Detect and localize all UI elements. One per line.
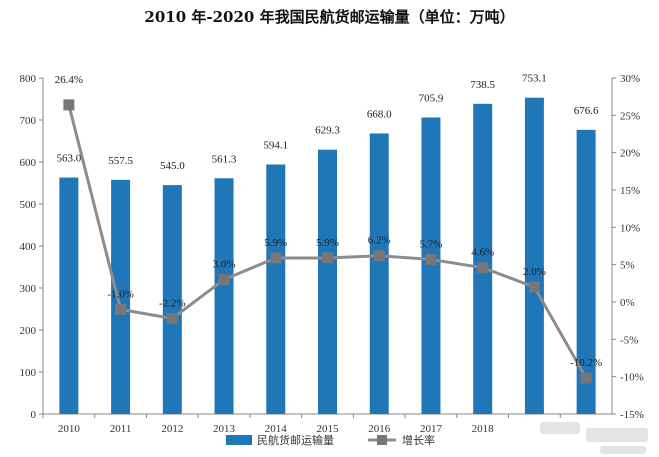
x-tick-label: 2010: [58, 423, 81, 435]
growth-marker: [218, 274, 230, 286]
x-tick-label: 2014: [265, 423, 288, 435]
bar-value-label: 738.5: [470, 79, 495, 91]
growth-marker: [373, 250, 385, 262]
y-left-tick-label: 400: [20, 241, 37, 253]
y-right-tick-label: -10%: [620, 372, 644, 384]
x-tick-label: 2013: [213, 423, 236, 435]
growth-value-label: 5.9%: [316, 237, 339, 249]
chart-title: 2010 年-2020 年我国民航货邮运输量（单位：万吨）: [144, 8, 515, 26]
bar: [162, 185, 182, 414]
growth-marker: [528, 281, 540, 293]
watermark: [540, 422, 648, 454]
growth-marker: [270, 252, 282, 264]
growth-marker: [425, 253, 437, 265]
bar-value-label: 705.9: [419, 93, 444, 105]
growth-value-label: -2.2%: [159, 297, 186, 309]
bar-series: [59, 97, 596, 414]
growth-marker: [115, 303, 127, 315]
watermark-blur: [540, 422, 580, 434]
growth-value-label: -10.2%: [570, 357, 602, 369]
y-right-tick-label: 20%: [620, 148, 640, 160]
y-right-tick-label: 5%: [620, 260, 635, 272]
y-left-tick-label: 200: [20, 325, 37, 337]
x-tick-label: 2017: [420, 423, 443, 435]
growth-value-label: 6.2%: [368, 235, 391, 247]
y-left-tick-label: 300: [20, 283, 37, 295]
x-tick-labels: 2010 2011 2012 2013 2014 2015 2016 2017 2018: [42, 414, 561, 435]
bar: [369, 133, 389, 414]
bar: [111, 179, 131, 414]
bar-value-label: 594.1: [263, 139, 288, 151]
x-tick-label: 2011: [110, 423, 132, 435]
bar: [318, 149, 337, 414]
legend: 民航货邮运输量 增长率: [226, 433, 435, 447]
bar-value-label: 545.0: [160, 160, 185, 172]
growth-value-label: 26.4%: [55, 74, 83, 86]
y-left-tick-label: 600: [20, 157, 37, 169]
watermark-blur: [600, 446, 646, 454]
bar: [524, 97, 544, 414]
bar-value-label: 563.0: [56, 153, 81, 165]
axes: 0 100 200 300 400 500 600 700 800 -15% -10% -5% 0% 5%…: [20, 73, 644, 421]
legend-label-bar: 民航货邮运输量: [257, 433, 334, 447]
growth-value-label: -1.0%: [107, 288, 134, 300]
watermark-blur: [586, 428, 648, 442]
bar-data-labels: 563.0 557.5 545.0 561.3 594.1 629.3 668.0 705.9…: [56, 73, 599, 172]
y-right-tick-label: 10%: [620, 222, 640, 234]
growth-marker: [166, 312, 178, 324]
x-tick-label: 2012: [161, 423, 183, 435]
y-right-tick-label: 0%: [620, 297, 635, 309]
bar: [214, 178, 234, 414]
growth-value-label: 5.7%: [419, 238, 442, 250]
y-left-tick-label: 700: [20, 115, 37, 127]
growth-marker: [63, 99, 75, 111]
bar: [59, 177, 79, 414]
growth-value-label: 4.6%: [471, 247, 494, 259]
bar-value-label: 668.0: [367, 108, 392, 120]
bar-value-label: 557.5: [108, 155, 133, 167]
line-data-labels: 26.4% -1.0% -2.2% 3.0% 5.9% 5.9% 6.2% 5.7% 4.6% 2…: [55, 74, 603, 369]
line-series: [63, 99, 592, 384]
y-right-tick-label: 30%: [620, 73, 640, 85]
x-tick-label: 2016: [368, 423, 391, 435]
growth-value-label: 2.0%: [523, 266, 546, 278]
bar: [421, 117, 441, 414]
y-left-tick-label: 500: [20, 199, 37, 211]
bar: [576, 129, 596, 414]
y-right-tick-label: -15%: [620, 409, 644, 421]
growth-value-label: 3.0%: [213, 259, 236, 271]
growth-marker: [580, 372, 592, 384]
bar-value-label: 629.3: [315, 125, 340, 137]
legend-label-line: 增长率: [402, 433, 435, 447]
y-right-tick-label: 15%: [620, 185, 640, 197]
growth-marker: [477, 262, 489, 274]
growth-value-label: 5.9%: [264, 237, 287, 249]
x-tick-label: 2018: [472, 423, 495, 435]
bar: [473, 103, 493, 414]
bar-value-label: 676.6: [574, 105, 599, 117]
y-left-tick-label: 0: [31, 409, 37, 421]
y-left-tick-label: 100: [20, 367, 37, 379]
bar-value-label: 753.1: [522, 73, 547, 85]
y-right-tick-label: 25%: [620, 110, 640, 122]
bar-value-label: 561.3: [212, 153, 237, 165]
bar: [266, 164, 286, 414]
legend-swatch-bar: [226, 435, 252, 445]
legend-marker-line: [377, 435, 387, 445]
y-right-tick-label: -5%: [620, 334, 638, 346]
growth-marker: [322, 252, 333, 264]
x-tick-label: 2015: [317, 423, 340, 435]
y-left-tick-label: 800: [20, 73, 37, 85]
